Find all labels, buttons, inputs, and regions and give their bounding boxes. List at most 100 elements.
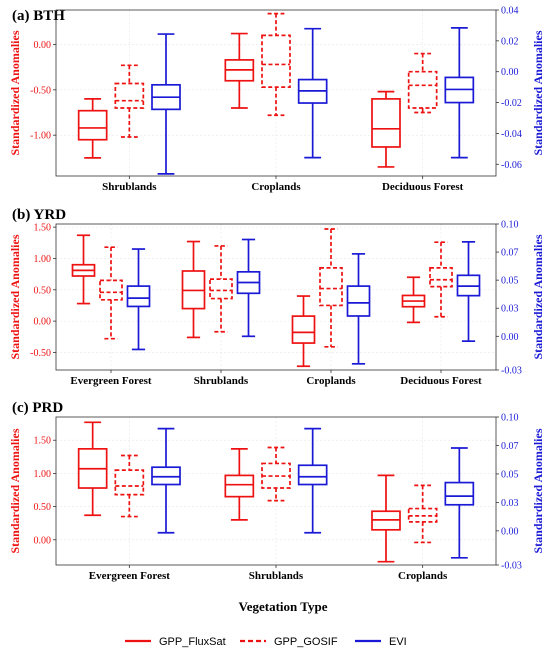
left-tick-label: 1.00: [34, 254, 52, 265]
category-label: Shrublands: [102, 181, 157, 193]
left-tick-label: 1.00: [34, 469, 52, 480]
panel-1: (a) BTH -1.00 -0.50 0.00 -0.06 -0.04 -0.02 0.00…: [8, 6, 545, 194]
box-gpp-gosif: [407, 484, 438, 544]
box-iqr: [261, 34, 291, 88]
box-iqr: [371, 98, 401, 148]
box-gpp-gosif: [407, 52, 438, 114]
category-label: Croplands: [306, 375, 356, 387]
box-iqr: [291, 315, 316, 344]
category-label: Evergreen Forest: [89, 570, 170, 582]
left-tick-label: 0.00: [34, 40, 52, 51]
category-label: Deciduous Forest: [400, 375, 482, 387]
legend: GPP_FluxSat GPP_GOSIF EVI: [125, 636, 407, 648]
box-evi: [151, 33, 181, 175]
right-tick-label: 0.02: [501, 36, 519, 47]
box-iqr: [77, 109, 108, 141]
legend-label: GPP_FluxSat: [159, 636, 226, 648]
box-iqr: [209, 278, 233, 300]
box-gpp-fluxsat: [371, 90, 401, 168]
box-gpp-gosif: [209, 245, 233, 333]
left-tick-label: 0.00: [34, 317, 52, 328]
box-gpp-fluxsat: [224, 448, 255, 521]
box-evi: [456, 241, 481, 342]
panel-3: (c) PRD 0.00 0.50 1.00 1.50 -0.03 0.00 0.03 0.05…: [8, 400, 545, 582]
category-label: Deciduous Forest: [382, 181, 464, 193]
right-tick-label: 0.05: [501, 469, 519, 480]
box-iqr: [224, 474, 255, 498]
right-tick-label: -0.03: [501, 366, 522, 377]
box-evi: [297, 427, 328, 534]
left-tick-label: 0.00: [34, 535, 52, 546]
box-gpp-gosif: [99, 246, 123, 340]
right-tick-label: 0.07: [501, 248, 519, 259]
box-evi: [444, 447, 475, 559]
legend-item-gpp-fluxsat: GPP_FluxSat: [125, 636, 226, 648]
legend-label: GPP_GOSIF: [274, 636, 338, 648]
right-tick-label: 0.10: [501, 220, 519, 231]
panel-2: (b) YRD -0.50 0.00 0.50 1.00 1.50 -0.03 0.00 0.0…: [8, 207, 545, 387]
box-evi: [297, 27, 328, 159]
box-gpp-gosif: [319, 228, 343, 348]
box-iqr: [429, 267, 453, 288]
box-gpp-gosif: [429, 241, 453, 318]
panel-title: (c) PRD: [12, 400, 63, 416]
right-tick-label: 0.04: [501, 6, 519, 17]
box-gpp-fluxsat: [371, 474, 401, 563]
box-evi: [444, 27, 475, 159]
box-evi: [151, 427, 181, 534]
box-gpp-gosif: [261, 446, 291, 502]
right-tick-label: 0.00: [501, 526, 519, 537]
right-tick-label: -0.06: [501, 160, 522, 171]
legend-item-evi: EVI: [355, 636, 407, 648]
box-gpp-fluxsat: [77, 421, 108, 517]
right-axis-label: Standardized Anomalies: [531, 30, 545, 155]
right-axis-label: Standardized Anomalies: [531, 234, 545, 359]
left-axis-label: Standardized Anomalies: [8, 234, 22, 359]
box-iqr: [444, 481, 475, 506]
panel-title: (a) BTH: [12, 8, 65, 24]
right-tick-label: 0.10: [501, 413, 519, 424]
box-iqr: [407, 70, 438, 109]
box-iqr: [114, 82, 145, 109]
category-label: Croplands: [251, 181, 301, 193]
left-tick-label: 1.50: [34, 436, 52, 447]
right-tick-label: 0.03: [501, 304, 519, 315]
right-tick-label: 0.03: [501, 498, 519, 509]
category-label: Shrublands: [194, 375, 249, 387]
plot-frame: [55, 223, 497, 371]
box-evi: [126, 248, 151, 351]
left-tick-label: -0.50: [30, 85, 51, 96]
right-tick-label: 0.05: [501, 276, 519, 287]
left-tick-label: -0.50: [30, 348, 51, 359]
box-gpp-fluxsat: [401, 276, 426, 324]
legend-item-gpp-gosif: GPP_GOSIF: [240, 636, 338, 648]
x-axis-label: Vegetation Type: [239, 599, 328, 614]
box-gpp-gosif: [261, 12, 291, 117]
right-tick-label: 0.00: [501, 332, 519, 343]
box-evi: [346, 253, 371, 365]
box-gpp-fluxsat: [77, 98, 108, 159]
category-label: Shrublands: [249, 570, 304, 582]
right-tick-label: -0.03: [501, 561, 522, 572]
box-iqr: [297, 464, 328, 486]
box-gpp-fluxsat: [224, 32, 255, 109]
left-tick-label: -1.00: [30, 131, 51, 142]
chart-panels: (a) BTH -1.00 -0.50 0.00 -0.06 -0.04 -0.02 0.00…: [8, 6, 545, 583]
legend-label: EVI: [389, 636, 407, 648]
box-iqr: [99, 279, 123, 301]
right-tick-label: 0.07: [501, 441, 519, 452]
box-gpp-fluxsat: [181, 240, 206, 339]
category-label: Evergreen Forest: [70, 375, 151, 387]
box-iqr: [319, 267, 343, 307]
left-axis-label: Standardized Anomalies: [8, 30, 22, 155]
box-iqr: [151, 466, 181, 486]
box-gpp-fluxsat: [291, 295, 316, 368]
box-gpp-gosif: [114, 64, 145, 138]
box-iqr: [126, 285, 151, 308]
right-tick-label: -0.02: [501, 98, 522, 109]
box-gpp-gosif: [114, 454, 145, 518]
box-iqr: [114, 469, 145, 496]
panel-title: (b) YRD: [12, 207, 66, 223]
left-tick-label: 1.50: [34, 223, 52, 234]
